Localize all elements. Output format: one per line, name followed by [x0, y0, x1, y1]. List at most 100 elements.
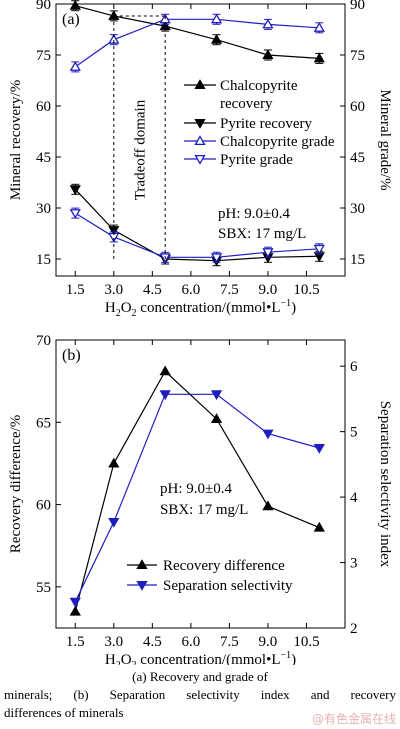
panel-b-ph-annotation: pH: 9.0±0.4 [160, 481, 232, 497]
panel-b-y-right-tick-label: 5 [350, 425, 358, 441]
panel-a-plot-frame [55, 3, 346, 277]
panel-a-point-3 [313, 244, 325, 255]
panel-a-y-left-tick-label: 30 [36, 201, 51, 217]
panel-b-sbx-annotation: SBX: 17 mg/L [160, 502, 248, 518]
panel-a-y-left-tick-label: 75 [36, 48, 51, 64]
panel-b-x-tick-label: 9.0 [259, 634, 278, 650]
panel-b-point-0 [210, 413, 223, 424]
panel-a-y-right-tick-label: 30 [350, 201, 365, 217]
panel-b-series-line-1 [74, 393, 320, 603]
panel-b-point-1 [69, 597, 81, 608]
panel-a-label: (a) [62, 11, 80, 28]
panel-a-x-tick-label: 1.5 [66, 282, 85, 298]
panel-a-point-0 [313, 52, 325, 63]
legend-a-label-0-line2: recovery [220, 96, 273, 112]
panel-b-x-tick-label: 1.5 [66, 634, 85, 650]
panel-a-x-tick-label: 10.5 [293, 282, 319, 298]
panel-a-x-tick-label: 3.0 [104, 282, 123, 298]
panel-a-series-line-2 [74, 18, 320, 68]
panel-b-point-0 [69, 605, 81, 616]
panel-b-y-right-tick-label: 3 [350, 556, 358, 572]
panel-b-y-left-tick-label: 65 [36, 415, 51, 431]
panel-b-label: (b) [62, 347, 81, 364]
panel-a-point-3 [262, 248, 274, 259]
legend-a-label-2: Chalcopyrite grade [220, 134, 335, 150]
panel-b-point-0 [262, 500, 274, 511]
panel-a-point-0 [108, 10, 120, 20]
panel-b-y-right-tick-label: 4 [350, 490, 358, 506]
panel-a-point-0 [69, 0, 81, 10]
panel-a-point-1 [69, 185, 81, 196]
panel-a-x-tick-label: 9.0 [259, 282, 278, 298]
panel-a-point-2 [69, 61, 81, 71]
panel-b-x-tick-label: 6.0 [181, 634, 200, 650]
panel-a-point-2 [210, 13, 223, 24]
panel-a-point-0 [262, 49, 274, 60]
panel-a-y-left-tick-label: 45 [36, 150, 51, 166]
panel-b-point-1 [262, 429, 274, 440]
panel-a-series-line-0 [75, 5, 320, 59]
panel-a-point-2 [262, 18, 274, 29]
panel-b-x-label: H2O2 concentration/(mmol•L−1) [105, 650, 296, 665]
legend-b-marker-1 [136, 580, 148, 591]
panel-a-x-label: H2O2 concentration/(mmol•L−1) [105, 298, 296, 319]
legend-b-label-1: Separation selectivity [163, 578, 293, 594]
panel-b-y-left-tick-label: 55 [36, 580, 51, 596]
panel-b-point-0 [159, 365, 171, 376]
panel-a-point-3 [69, 209, 81, 219]
panel-a-x-tick-label: 4.5 [143, 282, 162, 298]
panel-a-y-right-tick-label: 90 [350, 0, 365, 13]
panel-b-point-1 [313, 443, 325, 454]
panel-a-y-right-tick-label: 60 [350, 99, 365, 115]
panel-b-series-line-0 [74, 370, 320, 612]
panel-b-x-tick-label: 10.5 [293, 634, 319, 650]
panel-b-y-left-tick-label: 70 [36, 333, 51, 349]
panel-a-y-right-tick-label: 15 [350, 252, 365, 268]
legend-b-label-0: Recovery difference [163, 558, 285, 574]
panel-b-point-1 [210, 390, 223, 401]
panel-a-y-left-tick-label: 60 [36, 99, 51, 115]
panel-b-x-tick-label: 4.5 [143, 634, 162, 650]
panel-b-point-0 [108, 457, 120, 468]
panel-a-sbx-annotation: SBX: 17 mg/L [218, 226, 306, 242]
panel-b-point-1 [159, 390, 171, 401]
panel-a-y-right-tick-label: 75 [350, 48, 365, 64]
legend-a-marker-1 [194, 118, 206, 129]
panel-a-y-right-label: Mineral grade/% [377, 89, 393, 190]
watermark: @有色金属在线 [311, 712, 396, 726]
figure: 1.5 3.0 4.5 6.0 7.5 9.0 10.5153045607590153045… [8, 0, 393, 665]
panel-a-y-left-label: Mineral recovery/% [8, 80, 24, 200]
panel-b-y-left-tick-label: 60 [36, 498, 51, 514]
panel-a-point-2 [313, 21, 325, 32]
panel-b-y-left-label: Recovery difference/% [8, 415, 24, 553]
panel-a-point-0 [210, 33, 223, 44]
panel-a-ph-annotation: pH: 9.0±0.4 [218, 206, 290, 222]
panel-b-y-right-tick-label: 6 [350, 359, 358, 375]
panel-b-x-tick-label: 3.0 [104, 634, 123, 650]
panel-a-point-3 [210, 253, 223, 264]
panel-b-y-right-label: Separation selectivity index [377, 401, 393, 568]
tradeoff-domain-label: Tradeoff domain [132, 99, 148, 200]
panel-a-y-right-tick-label: 45 [350, 150, 365, 166]
legend-a-marker-0 [194, 79, 206, 90]
panel-a-point-2 [108, 33, 120, 44]
panel-a-series-line-3 [74, 212, 320, 258]
legend-a-marker-2 [194, 135, 206, 146]
panel-b-point-0 [313, 521, 325, 532]
panel-b-y-right-tick-label: 2 [350, 621, 358, 637]
panel-b-point-1 [108, 517, 120, 528]
panel-a-x-tick-label: 6.0 [181, 282, 200, 298]
caption-line-3: differences of minerals [4, 705, 124, 720]
legend-a-label-1: Pyrite recovery [220, 116, 313, 132]
panel-a-y-left-tick-label: 90 [36, 0, 51, 13]
panel-a-x-tick-label: 7.5 [220, 282, 239, 298]
panel-a-y-left-tick-label: 15 [36, 252, 51, 268]
legend-a-label-0: Chalcopyrite [220, 78, 298, 94]
panel-a-series-line-1 [74, 188, 320, 262]
legend-a-marker-3 [194, 154, 206, 165]
panel-b-plot-frame [55, 339, 346, 629]
panel-b-x-tick-label: 7.5 [220, 634, 239, 650]
legend-b-marker-0 [136, 559, 148, 570]
caption-line-2: minerals; (b) Separation selectivity ind… [4, 687, 396, 702]
caption-line-1: (a) Recovery and grade of [132, 669, 268, 684]
